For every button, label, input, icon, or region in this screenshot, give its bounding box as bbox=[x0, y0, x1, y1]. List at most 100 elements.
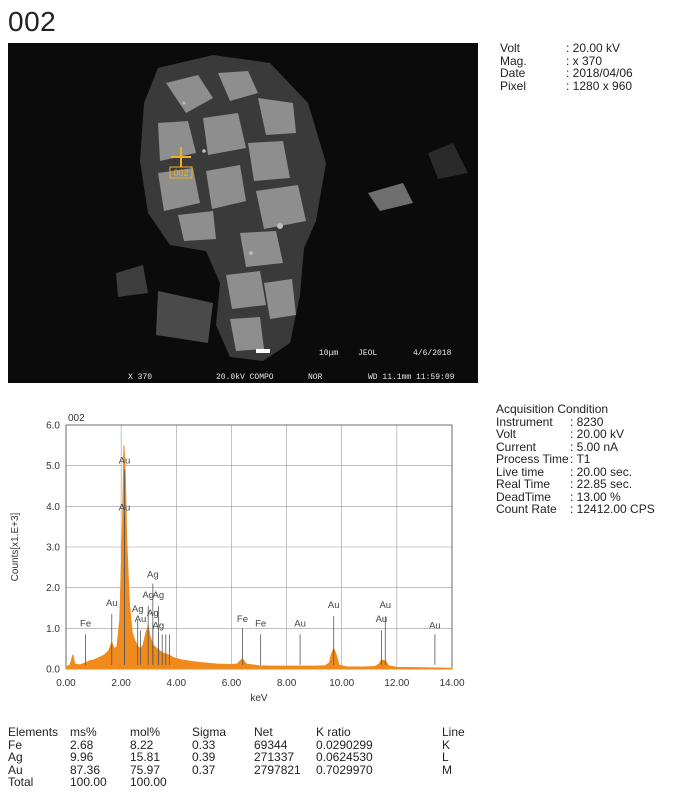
table-cell: 2797821 bbox=[254, 762, 301, 777]
info-row: DeadTime : 13.00 % bbox=[496, 489, 655, 504]
table-row: Au 87.36 75.97 0.37 2797821 0.7029970 M bbox=[8, 762, 482, 777]
table-cell: 8.22 bbox=[130, 737, 154, 752]
info-key: Instrument bbox=[496, 414, 553, 429]
spectrum-area-series-0 bbox=[65, 445, 453, 670]
peak-label: Ag bbox=[153, 620, 165, 631]
side-particle bbox=[116, 265, 148, 297]
table-cell: 69344 bbox=[254, 737, 288, 752]
table-cell: 0.7029970 bbox=[316, 762, 373, 777]
acquisition-heading: Acquisition Condition bbox=[496, 402, 609, 416]
table-cell: 0.39 bbox=[192, 750, 216, 764]
x-tick-label: 2.00 bbox=[111, 678, 131, 689]
y-tick-label: 2.0 bbox=[46, 583, 60, 594]
particle-grains bbox=[158, 71, 306, 351]
peak-label: Au bbox=[379, 600, 391, 611]
info-value: : 22.85 sec. bbox=[570, 477, 633, 491]
peak-label: Au bbox=[106, 598, 118, 609]
table-cell bbox=[442, 776, 482, 789]
info-value: : 2018/04/06 bbox=[566, 66, 633, 80]
info-value: : 20.00 sec. bbox=[570, 464, 633, 479]
info-row: Real Time : 22.85 sec. bbox=[496, 478, 655, 491]
mode-label: NOR bbox=[308, 373, 323, 382]
table-cell: 0.0290299 bbox=[316, 737, 373, 752]
x-tick-label: 10.00 bbox=[329, 678, 354, 689]
info-value: : 12412.00 CPS bbox=[570, 502, 655, 516]
info-value: : 20.00 kV bbox=[570, 427, 625, 441]
sem-info-bar: 10μm JEOL 4/6/2018 X 370 20.0kV COMPO NO… bbox=[128, 349, 455, 382]
analysis-point-marker: 002 bbox=[169, 147, 193, 179]
table-row: Total 100.00 100.00 bbox=[8, 776, 482, 789]
info-value: : 13.00 % bbox=[570, 489, 621, 504]
info-key: Volt bbox=[496, 427, 517, 441]
wd-time-label: WD 11.1mm 11:59:09 bbox=[368, 373, 455, 382]
scale-bar bbox=[256, 349, 270, 353]
table-header-cell: Sigma bbox=[192, 725, 227, 739]
table-cell bbox=[316, 776, 442, 789]
table-cell: 15.81 bbox=[130, 750, 161, 764]
table-cell: 87.36 bbox=[70, 762, 101, 777]
table-header-row: Elements ms% mol% Sigma Net K ratio Line bbox=[8, 726, 482, 739]
peak-label: Fe bbox=[255, 618, 266, 629]
x-tick-label: 0.00 bbox=[56, 678, 76, 689]
table-cell: 271337 bbox=[254, 750, 295, 764]
x-tick-label: 6.00 bbox=[222, 678, 242, 689]
y-axis-label: Counts[x1.E+3] bbox=[10, 512, 21, 581]
peak-label: Au bbox=[119, 502, 131, 513]
peak-label: Ag bbox=[153, 590, 165, 601]
marker-label: 002 bbox=[173, 168, 188, 178]
table-header-cell: K ratio bbox=[316, 725, 351, 739]
sem-info-panel: Volt: 20.00 kV Mag.: x 370 Date: 2018/04/0… bbox=[500, 42, 633, 92]
info-key: Volt bbox=[500, 41, 521, 55]
info-row: Mag. : x 370 bbox=[500, 53, 633, 68]
info-value: : 5.00 nA bbox=[570, 439, 619, 454]
peak-label: Fe bbox=[237, 614, 248, 625]
acquisition-panel: Acquisition Condition Instrument: 8230 Vo… bbox=[496, 403, 655, 516]
table-cell: 0.37 bbox=[192, 762, 216, 777]
info-row: Volt : 20.00 kV bbox=[496, 428, 655, 441]
info-value: : 1280 x 960 bbox=[566, 78, 633, 93]
table-header-cell: Elements bbox=[8, 725, 59, 739]
y-tick-label: 6.0 bbox=[46, 421, 60, 432]
table-cell: K bbox=[442, 737, 451, 752]
table-cell: L bbox=[442, 750, 449, 764]
x-axis-label: keV bbox=[250, 693, 268, 704]
table-cell: 9.96 bbox=[70, 750, 94, 764]
elements-table: Elements ms% mol% Sigma Net K ratio Line Fe 2.6… bbox=[8, 726, 482, 789]
table-header-cell: ms% bbox=[70, 725, 97, 739]
table-cell: 100.00 bbox=[130, 775, 167, 789]
table-cell: Ag bbox=[8, 750, 23, 764]
info-key: Live time bbox=[496, 464, 545, 479]
peak-label: Au bbox=[328, 600, 340, 611]
acquisition-rows: Instrument: 8230 Volt: 20.00 kV Current: 5… bbox=[496, 414, 655, 516]
peak-label: Au bbox=[135, 614, 147, 625]
peak-label: Ag bbox=[132, 604, 144, 615]
info-key: Mag. bbox=[500, 53, 527, 68]
peak-label: Ag bbox=[147, 570, 159, 581]
side-particle bbox=[156, 291, 213, 343]
x-tick-label: 12.00 bbox=[384, 678, 409, 689]
y-tick-label: 5.0 bbox=[46, 461, 60, 472]
info-value: : x 370 bbox=[566, 53, 603, 68]
table-cell: Fe bbox=[8, 737, 23, 752]
sem-image-svg: 002 10μm JEOL 4/6/2018 X 370 20.0kV COMP… bbox=[8, 43, 478, 383]
side-particle bbox=[368, 183, 413, 211]
peak-label: Au bbox=[119, 456, 131, 467]
eds-spectrum-chart: 0.00 2.00 4.00 6.00 8.00 10.00 12.00 14.00 0.0 1.… bbox=[10, 413, 465, 704]
info-key: Pixel bbox=[500, 78, 527, 93]
table-cell: Total bbox=[8, 775, 34, 789]
table-cell: Au bbox=[8, 762, 23, 777]
info-row: Volt : 20.00 kV bbox=[500, 42, 633, 55]
info-key: Real Time bbox=[496, 477, 551, 491]
info-key: DeadTime bbox=[496, 489, 551, 504]
table-cell bbox=[254, 776, 316, 789]
table-cell: 2.68 bbox=[70, 737, 94, 752]
table-row: Fe 2.68 8.22 0.33 69344 0.0290299 K bbox=[8, 737, 482, 752]
table-cell: 100.00 bbox=[70, 775, 107, 789]
sem-micrograph: 002 10μm JEOL 4/6/2018 X 370 20.0kV COMP… bbox=[8, 43, 478, 383]
info-key: Count Rate bbox=[496, 502, 557, 516]
info-row: Current: 5.00 nA bbox=[496, 439, 655, 454]
info-value: : 20.00 kV bbox=[566, 41, 621, 55]
info-row: Live time : 20.00 sec. bbox=[496, 464, 655, 479]
x-tick-label: 14.00 bbox=[439, 678, 464, 689]
table-cell: 0.0624530 bbox=[316, 750, 373, 764]
